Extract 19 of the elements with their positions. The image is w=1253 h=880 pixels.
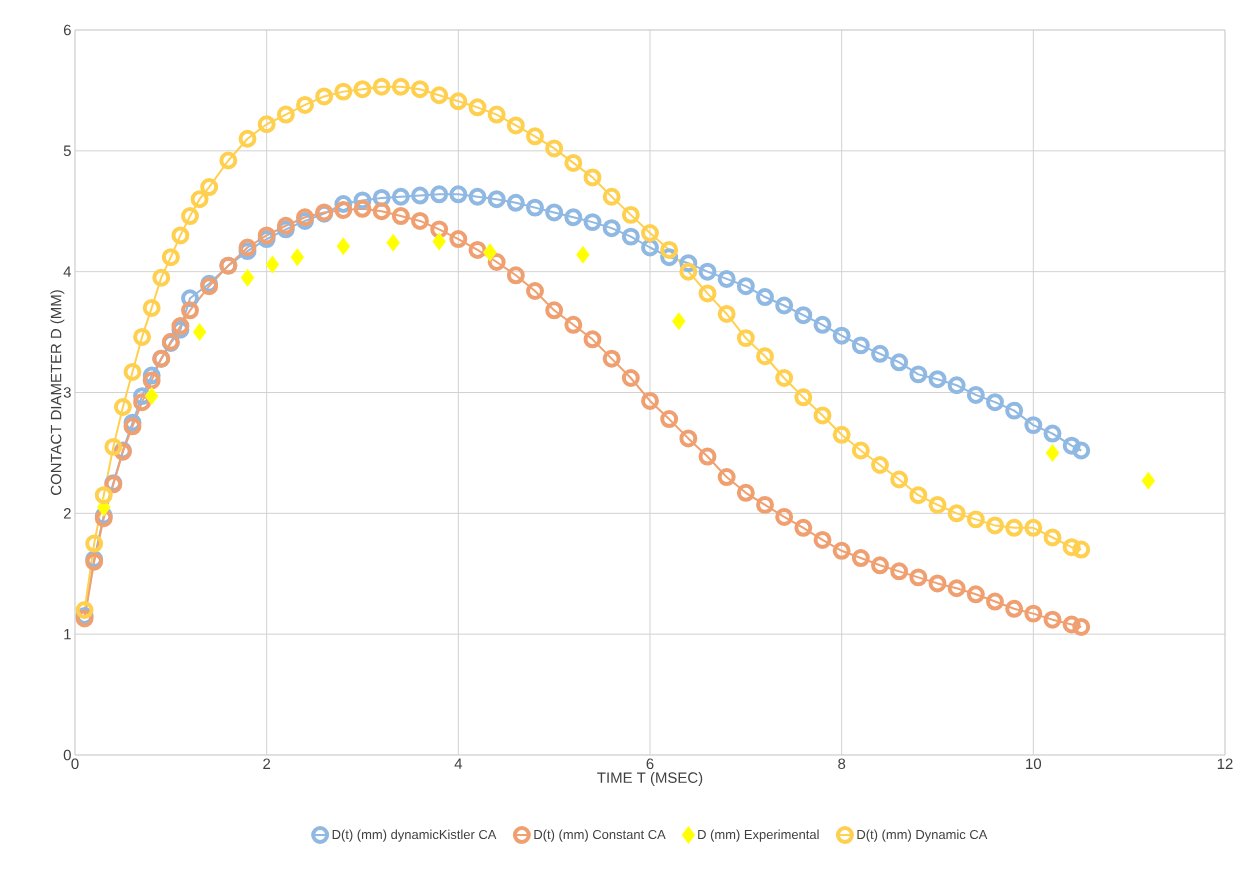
legend-label: D (mm) Experimental (698, 829, 819, 842)
x-tick-label: 12 (1217, 758, 1233, 769)
y-tick-label: 6 (63, 24, 71, 36)
legend-label: D(t) (mm) Dynamic CA (857, 829, 988, 842)
x-tick-label: 10 (1026, 758, 1042, 770)
x-tick-label: 2 (263, 758, 271, 769)
y-tick-label: 0 (63, 749, 71, 761)
legend-label: D(t) (mm) dynamicKistler CA (332, 829, 497, 842)
legend-label: D(t) (mm) Constant CA (534, 829, 666, 842)
x-axis-title: TIME T (MSEC) (597, 771, 703, 786)
x-tick-label: 4 (454, 758, 463, 769)
y-tick-label: 5 (63, 145, 71, 157)
y-tick-label: 1 (64, 629, 71, 640)
y-tick-label: 2 (63, 508, 71, 519)
y-tick-label: 4 (63, 266, 72, 277)
y-tick-label: 3 (63, 387, 71, 398)
y-axis-title: CONTACT DIAMETER D (MM) (50, 290, 65, 495)
x-tick-label: 6 (646, 758, 654, 770)
x-tick-label: 8 (838, 758, 846, 770)
